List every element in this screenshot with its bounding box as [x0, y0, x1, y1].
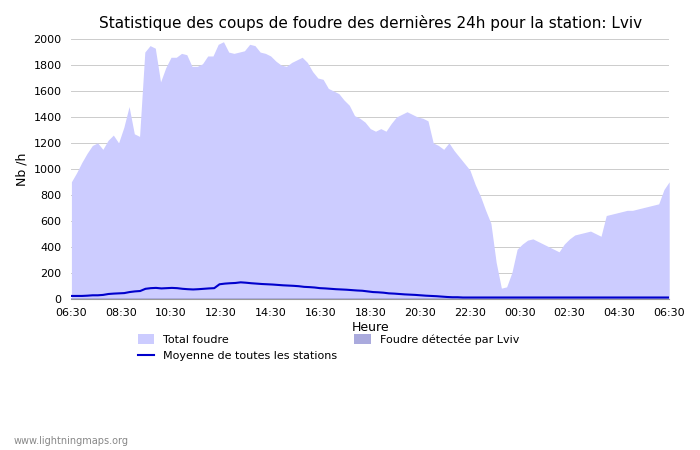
Legend: Total foudre, Moyenne de toutes les stations, Foudre détectée par Lviv: Total foudre, Moyenne de toutes les stat… [134, 329, 524, 365]
Y-axis label: Nb /h: Nb /h [15, 152, 28, 185]
X-axis label: Heure: Heure [351, 321, 389, 334]
Text: www.lightningmaps.org: www.lightningmaps.org [14, 436, 129, 446]
Title: Statistique des coups de foudre des dernières 24h pour la station: Lviv: Statistique des coups de foudre des dern… [99, 15, 642, 31]
